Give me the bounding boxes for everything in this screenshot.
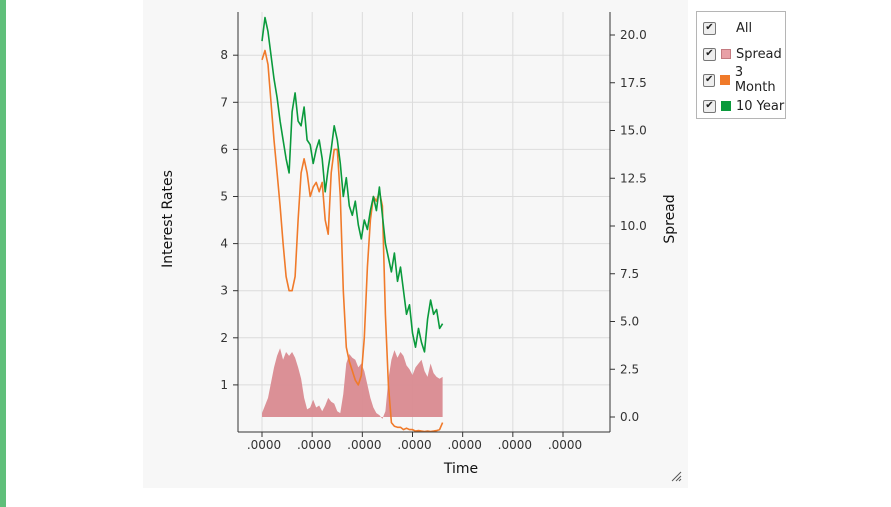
y2-tick-label-4: 10.0 (620, 219, 647, 233)
legend: ✔ All ✔ Spread ✔ 3 Month ✔ 10 Year (696, 11, 786, 119)
y2-tick-label-5: 12.5 (620, 171, 647, 185)
legend-item-all[interactable]: ✔ All (703, 19, 752, 37)
y-tick-label-7: 8 (220, 48, 228, 62)
spread-series (262, 348, 443, 419)
3-month-swatch-icon (720, 75, 730, 85)
x-tick-label-0: .0000 (247, 438, 281, 452)
y-tick-label-3: 4 (220, 237, 228, 251)
x-tick-label-5: .0000 (498, 438, 532, 452)
resize-grip-icon[interactable] (670, 470, 682, 482)
10-year-swatch-icon (721, 101, 731, 111)
checkmark-icon[interactable]: ✔ (703, 99, 716, 113)
y-tick-label-1: 2 (220, 331, 228, 345)
y-tick-label-5: 6 (220, 142, 228, 156)
x-tick-label-4: .0000 (447, 438, 481, 452)
y2-axis-title: Spread (662, 194, 678, 243)
left-accent-bar (0, 0, 6, 507)
3-month-line (261, 49, 444, 433)
spread-swatch-icon (721, 49, 731, 59)
legend-item-3-month[interactable]: ✔ 3 Month (703, 65, 785, 95)
legend-label-10-year: 10 Year (736, 98, 785, 114)
legend-label-spread: Spread (736, 46, 782, 62)
checkmark-icon[interactable]: ✔ (703, 73, 716, 87)
y2-tick-label-1: 2.5 (620, 362, 639, 376)
legend-label-3-month: 3 Month (734, 65, 776, 95)
grid-lines (238, 12, 610, 432)
y2-tick-label-2: 5.0 (620, 315, 639, 329)
y2-tick-label-3: 7.5 (620, 267, 639, 281)
legend-item-10-year[interactable]: ✔ 10 Year (703, 97, 784, 115)
axes: 1 2 3 4 5 6 7 8 0.0 2.5 5.0 7.5 10.0 12.5 15.0 17.5 20.0… (220, 12, 647, 452)
y2-tick-label-8: 20.0 (620, 28, 647, 42)
legend-label-all: All (736, 20, 753, 36)
y-tick-label-2: 3 (220, 284, 228, 298)
y2-tick-label-7: 17.5 (620, 76, 647, 90)
spread-area (262, 348, 443, 419)
y-tick-label-4: 5 (220, 190, 228, 204)
10-year-line (261, 16, 444, 353)
y-tick-label-6: 7 (220, 95, 228, 109)
x-axis-title: Time (443, 461, 478, 477)
checkmark-icon[interactable]: ✔ (703, 21, 716, 35)
checkmark-icon[interactable]: ✔ (703, 47, 716, 61)
x-tick-label-1: .0000 (297, 438, 331, 452)
y2-tick-label-6: 15.0 (620, 124, 647, 138)
x-tick-label-2: .0000 (347, 438, 381, 452)
rate-series (261, 16, 444, 433)
y-tick-label-0: 1 (220, 378, 228, 392)
x-tick-label-3: .0000 (397, 438, 431, 452)
y-axis-title: Interest Rates (160, 170, 176, 268)
x-tick-label-6: .0000 (548, 438, 582, 452)
y2-tick-label-0: 0.0 (620, 410, 639, 424)
legend-item-spread[interactable]: ✔ Spread (703, 45, 782, 63)
